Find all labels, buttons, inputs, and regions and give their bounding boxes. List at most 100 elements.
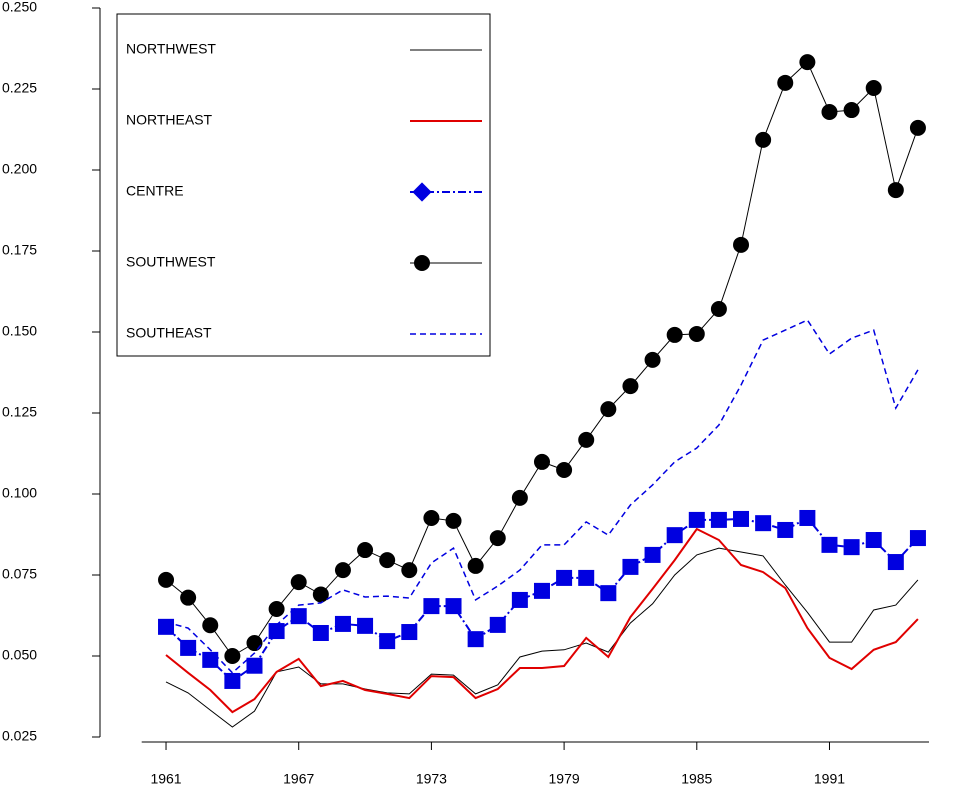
marker — [357, 617, 374, 634]
series-line — [165, 527, 919, 714]
y-tick-label: 0.150 — [2, 323, 37, 339]
marker — [799, 54, 816, 71]
marker — [843, 539, 860, 556]
marker — [334, 615, 351, 632]
marker — [622, 558, 639, 575]
marker — [600, 401, 617, 418]
legend-label: NORTHWEST — [126, 41, 216, 57]
marker — [379, 552, 396, 569]
legend-label: SOUTHEAST — [126, 325, 212, 341]
marker — [644, 546, 661, 563]
marker — [777, 521, 794, 538]
series-line — [165, 516, 919, 683]
marker — [533, 453, 550, 470]
marker — [843, 102, 860, 119]
marker — [414, 255, 430, 271]
marker — [489, 616, 506, 633]
marker — [401, 624, 418, 641]
marker — [733, 510, 750, 527]
marker — [158, 618, 175, 635]
marker — [556, 462, 573, 479]
series-line — [165, 319, 919, 674]
marker — [180, 639, 197, 656]
y-tick-label: 0.050 — [2, 647, 37, 663]
marker — [533, 582, 550, 599]
legend: NORTHWEST NORTHEAST CENTRE SOUTHWEST SOUTHEA… — [126, 41, 482, 341]
marker — [578, 569, 595, 586]
marker — [710, 511, 727, 528]
marker — [821, 104, 838, 121]
y-tick-label: 0.125 — [2, 404, 37, 420]
marker — [357, 542, 374, 559]
marker — [467, 557, 484, 574]
marker — [268, 601, 285, 618]
y-tick-label: 0.250 — [2, 0, 37, 15]
y-tick-label: 0.175 — [2, 242, 37, 258]
marker — [445, 512, 462, 529]
marker — [865, 80, 882, 97]
marker — [423, 509, 440, 526]
legend-label: NORTHEAST — [126, 112, 213, 128]
marker — [887, 554, 904, 571]
marker — [412, 182, 432, 202]
marker — [202, 651, 219, 668]
x-tick-label: 1991 — [814, 771, 845, 787]
legend-box — [116, 13, 491, 357]
x-tick-label: 1985 — [681, 771, 712, 787]
y-tick-label: 0.025 — [2, 728, 37, 744]
legend-label: SOUTHWEST — [126, 254, 216, 270]
marker — [246, 635, 263, 652]
marker — [666, 326, 683, 343]
marker — [268, 623, 285, 640]
y-tick-label: 0.225 — [2, 80, 37, 96]
marker — [511, 489, 528, 506]
marker — [909, 119, 926, 136]
marker — [821, 536, 838, 553]
marker — [865, 532, 882, 549]
marker — [578, 431, 595, 448]
marker — [467, 631, 484, 648]
x-tick-label: 1967 — [283, 771, 314, 787]
marker — [644, 351, 661, 368]
marker — [688, 325, 705, 342]
x-tick-label: 1961 — [150, 771, 181, 787]
marker — [755, 515, 772, 532]
marker — [158, 571, 175, 588]
marker — [600, 585, 617, 602]
marker — [755, 131, 772, 148]
marker — [180, 589, 197, 606]
marker — [290, 574, 307, 591]
y-tick-label: 0.100 — [2, 485, 37, 501]
marker — [423, 598, 440, 615]
legend-label: CENTRE — [126, 183, 184, 199]
marker — [401, 562, 418, 579]
marker — [622, 378, 639, 395]
marker — [556, 569, 573, 586]
y-tick-label: 0.075 — [2, 566, 37, 582]
marker — [799, 509, 816, 526]
marker — [290, 608, 307, 625]
marker — [909, 530, 926, 547]
x-tick-label: 1973 — [416, 771, 447, 787]
marker — [710, 300, 727, 317]
marker — [445, 598, 462, 615]
marker — [334, 562, 351, 579]
marker — [666, 527, 683, 544]
marker — [312, 624, 329, 641]
marker — [511, 591, 528, 608]
marker — [224, 672, 241, 689]
marker — [246, 657, 263, 674]
marker — [379, 633, 396, 650]
series-line — [165, 547, 919, 728]
marker — [777, 74, 794, 91]
marker — [489, 530, 506, 547]
y-tick-label: 0.200 — [2, 161, 37, 177]
marker — [688, 511, 705, 528]
marker — [733, 236, 750, 253]
x-tick-label: 1979 — [549, 771, 580, 787]
marker — [224, 648, 241, 664]
marker — [202, 617, 219, 634]
marker — [312, 586, 329, 603]
marker — [887, 182, 904, 199]
